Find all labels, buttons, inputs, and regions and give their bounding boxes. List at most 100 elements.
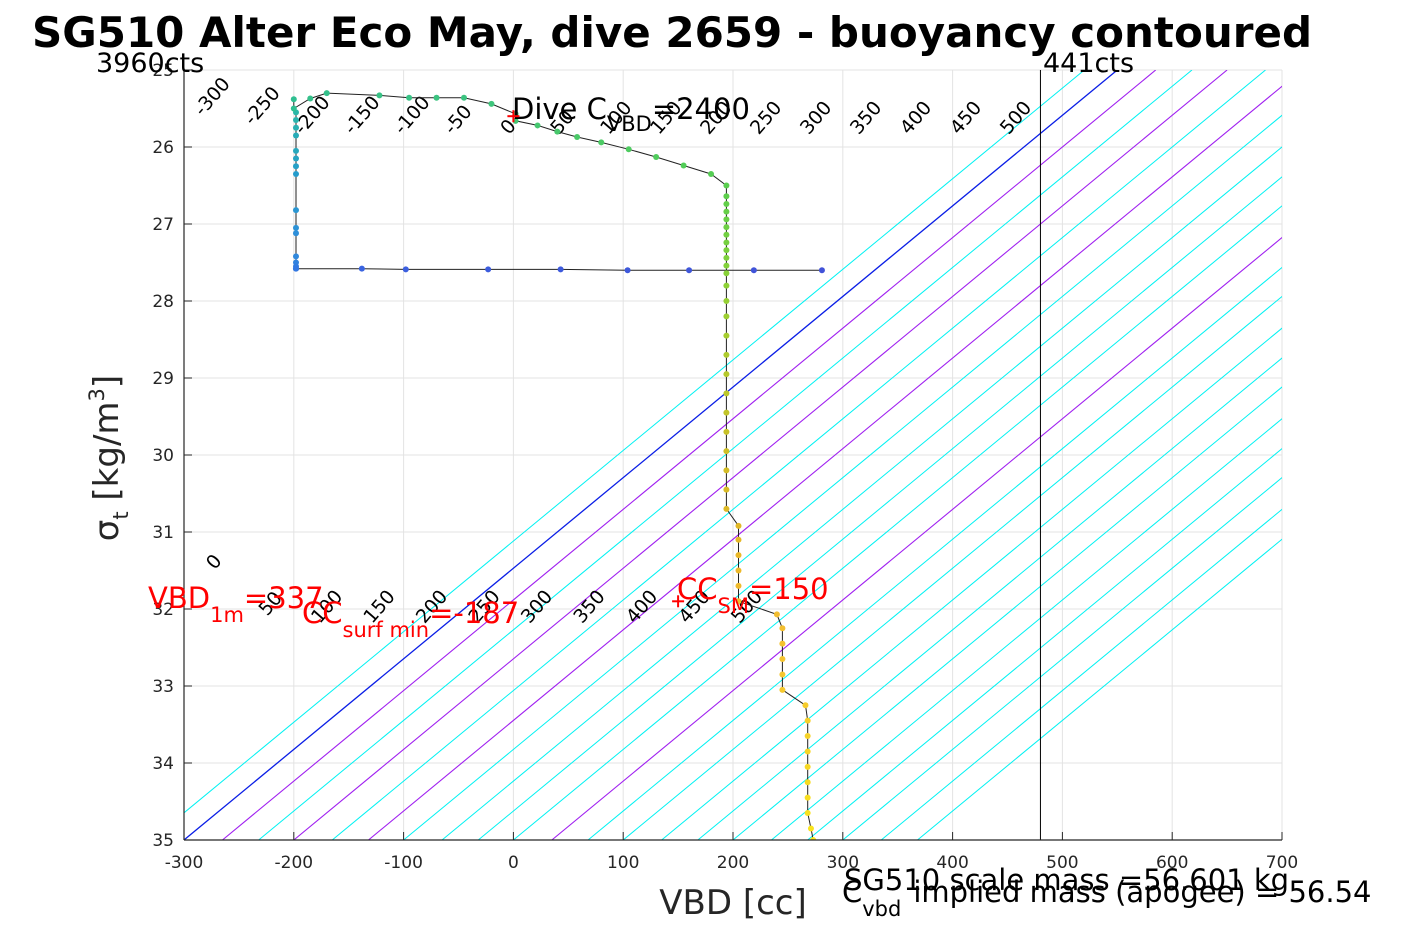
y-tick-label: 26 <box>152 138 174 158</box>
x-tick-label: -100 <box>384 853 423 873</box>
y-label-close: ] <box>87 375 127 388</box>
ascent-point <box>723 298 730 304</box>
ascent-point <box>723 231 730 238</box>
ascent-point <box>779 656 786 663</box>
ascent-point <box>534 122 541 129</box>
ascent-point <box>804 763 811 770</box>
ascent-point <box>723 313 730 320</box>
reference-markers <box>507 110 685 608</box>
x-tick-label: 100 <box>607 853 639 873</box>
y-label-sup: 3 <box>85 388 109 401</box>
right-counts-label: 441cts <box>1043 48 1134 79</box>
svg-text:σt [kg/m3]: σt [kg/m3] <box>85 375 133 541</box>
ascent-point <box>307 95 314 102</box>
ascent-point <box>735 567 742 574</box>
ascent-point <box>290 96 297 103</box>
y-tick-label: 34 <box>152 754 174 774</box>
y-tick-label: 27 <box>152 215 174 235</box>
descent-point <box>292 155 299 162</box>
contour-line <box>258 70 1193 840</box>
dive-cvbd-label: Dive CVBD=2400 <box>512 92 750 136</box>
contour-line <box>661 327 1282 840</box>
ascent-point <box>804 810 811 817</box>
ascent-point <box>804 748 811 755</box>
ascent-point <box>735 522 742 529</box>
y-tick-label: 25 <box>152 61 174 81</box>
ascent-point <box>804 717 811 724</box>
contour-line <box>732 386 1282 840</box>
surface-point <box>557 266 564 273</box>
ascent-point <box>708 170 715 177</box>
contour-line <box>622 295 1282 840</box>
highlight-contour-line <box>293 70 1228 840</box>
highlight-contour-line <box>368 85 1282 840</box>
x-tick-label: 0 <box>508 853 519 873</box>
ascent-point <box>804 779 811 786</box>
x-tick-label: -200 <box>275 853 314 873</box>
ascent-point <box>723 448 730 455</box>
contour-line <box>477 176 1282 840</box>
ascent-point <box>598 139 605 146</box>
ascent-point <box>625 146 632 153</box>
ascent-point <box>735 552 742 559</box>
contour-line <box>807 448 1282 840</box>
ascent-point <box>723 351 730 358</box>
ascent-point <box>723 216 730 223</box>
contour-line <box>697 357 1282 840</box>
contour-line <box>587 266 1282 840</box>
ascent-point <box>723 262 730 269</box>
x-tick-label: 600 <box>1156 853 1188 873</box>
ascent-point <box>723 282 730 289</box>
contour-line <box>771 418 1282 840</box>
ascent-point <box>323 90 330 97</box>
surface-point <box>358 265 365 272</box>
cc-surf-min-label: CCsurf min=-187 <box>302 596 519 642</box>
ascent-point <box>735 582 742 589</box>
ascent-point <box>723 332 730 339</box>
ascent-point <box>779 625 786 632</box>
ascent-point <box>735 598 742 605</box>
ascent-point <box>723 409 730 416</box>
y-tick-label: 28 <box>152 292 174 312</box>
scale-mass-label: SG510 scale mass =56.601 kg <box>844 863 1289 897</box>
y-tick-label: 29 <box>152 369 174 389</box>
highlight-contour-line <box>222 70 1157 840</box>
ascent-point <box>723 247 730 254</box>
chart-title: SG510 Alter Eco May, dive 2659 - buoyanc… <box>32 8 1312 57</box>
y-label-unit: [kg/m <box>87 401 127 500</box>
contour-line <box>842 476 1282 840</box>
ascent-point <box>804 733 811 740</box>
ascent-point <box>804 794 811 801</box>
ascent-point <box>290 105 297 112</box>
ascent-point <box>735 536 742 543</box>
surface-point <box>818 267 825 274</box>
ascent-point <box>773 611 780 618</box>
ascent-point <box>723 254 730 261</box>
surface-point <box>750 267 757 274</box>
y-tick-label: 32 <box>152 600 174 620</box>
axis-ticks: -300 -200 -100 0 100 200 300 400 500 600 700 25 26 27… <box>152 61 1298 873</box>
contour-line <box>880 508 1282 840</box>
ascent-point <box>723 200 730 207</box>
descent-point <box>292 117 299 124</box>
ascent-point <box>723 467 730 474</box>
ascent-point <box>723 390 730 397</box>
ascent-point <box>723 486 730 493</box>
x-tick-label: -300 <box>165 853 204 873</box>
x-tick-label: 300 <box>827 853 859 873</box>
ascent-point <box>376 92 383 99</box>
y-tick-label: 35 <box>152 831 174 851</box>
ascent-point <box>779 686 786 693</box>
ascent-point <box>723 505 730 512</box>
descent-point <box>292 224 299 231</box>
descent-point <box>292 230 299 237</box>
ascent-point <box>723 428 730 435</box>
x-tick-label: 500 <box>1046 853 1078 873</box>
ascent-point <box>460 94 467 101</box>
zero-contour-line <box>184 70 1118 840</box>
implied-mass-label: Cvbd implied mass (apogee) = 56.54 <box>842 875 1372 921</box>
ascent-point <box>723 208 730 215</box>
ascent-point <box>779 671 786 678</box>
ascent-point <box>723 239 730 246</box>
